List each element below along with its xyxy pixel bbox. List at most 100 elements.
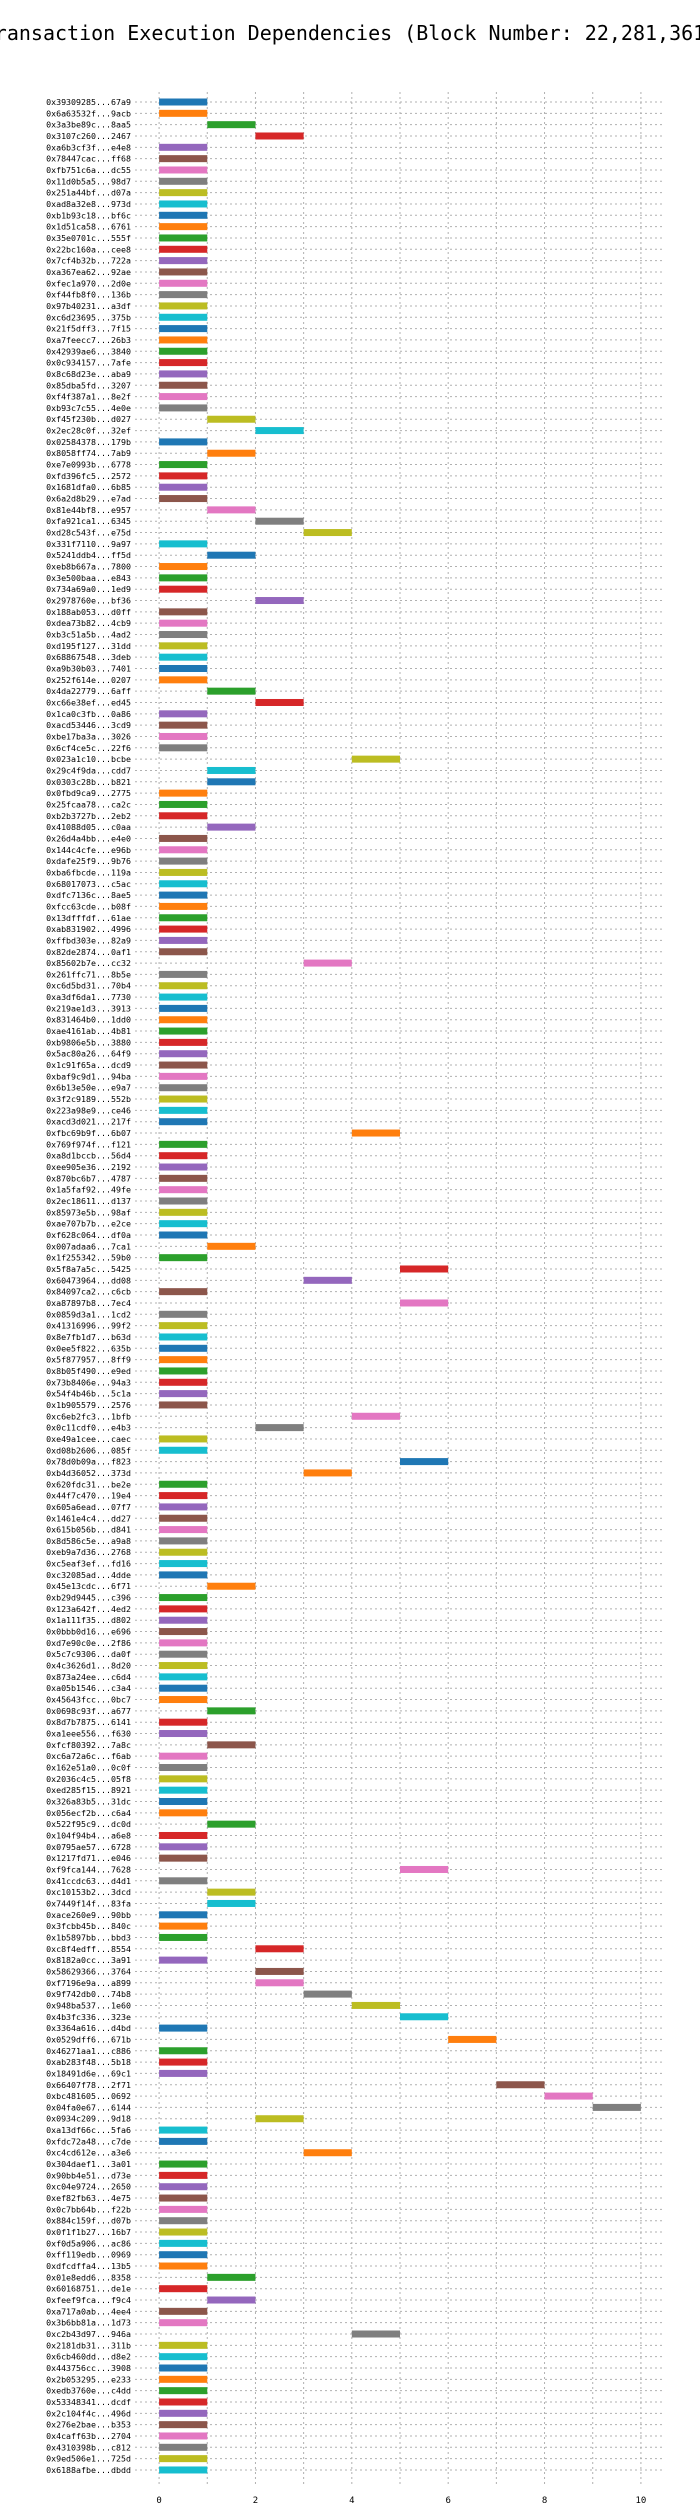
y-tick-label: 0x056ecf2b...c6a4: [46, 1808, 131, 1818]
bar-0x1681dfa0...6b85: [159, 483, 208, 491]
y-tick-label: 0x35e0701c...555f: [46, 233, 131, 243]
y-tick-label: 0x6cf4ce5c...22f6: [46, 743, 131, 753]
y-tick-label: 0x45e13cdc...6f71: [46, 1581, 131, 1591]
x-tick-label: 0: [156, 2496, 161, 2506]
bar-0xae707b7b...e2ce: [159, 1220, 208, 1228]
bar-0x1c91f65a...dcd9: [159, 1061, 208, 1069]
y-tick-label: 0x84097ca2...c6cb: [46, 1287, 131, 1297]
bar-0x8e7fb1d7...b63d: [159, 1333, 208, 1341]
y-tick-label: 0xc6a72a6c...f6ab: [46, 1751, 131, 1761]
bar-0xbaf9c9d1...94ba: [159, 1072, 208, 1080]
bar-0xf7196e9a...a899: [255, 1979, 304, 1987]
bar-0x4caff63b...2704: [159, 2432, 208, 2440]
y-tick-label: 0xfdc72a48...c7de: [46, 2136, 131, 2146]
y-tick-label: 0x7cf4b32b...722a: [46, 256, 131, 266]
y-tick-label: 0x0795ae57...6728: [46, 1842, 131, 1852]
y-tick-label: 0x0303c28b...b821: [46, 777, 131, 787]
y-tick-label: 0x68017073...c5ac: [46, 879, 131, 889]
y-tick-label: 0x219ae1d3...3913: [46, 1003, 131, 1013]
y-tick-label: 0x1ca0c3fb...0a86: [46, 709, 131, 719]
bar-0xfa921ca1...6345: [255, 517, 304, 525]
y-tick-label: 0x26d4a4bb...e4e0: [46, 833, 131, 843]
bar-0x41316996...99f2: [159, 1322, 208, 1330]
bar-0x5f877957...8ff9: [159, 1356, 208, 1364]
y-tick-label: 0x331f7110...9a97: [46, 539, 131, 549]
bar-0x884c159f...d07b: [159, 2217, 208, 2225]
bar-0xa367ea62...92ae: [159, 268, 208, 276]
bar-0xacd3d021...217f: [159, 1118, 208, 1126]
bar-0xb2b3727b...2eb2: [159, 812, 208, 820]
bar-0x219ae1d3...3913: [159, 1004, 208, 1012]
bar-0x0934c209...9d18: [255, 2115, 304, 2123]
bar-0xc32085ad...4dde: [159, 1571, 208, 1579]
bar-0x1f255342...59b0: [159, 1254, 208, 1262]
bar-0x44f7c470...19e4: [159, 1492, 208, 1500]
y-tick-label: 0x3107c260...2467: [46, 131, 131, 141]
y-tick-label: 0xa6b3cf3f...e4e8: [46, 142, 131, 152]
y-tick-label: 0x0ee5f822...635b: [46, 1343, 131, 1353]
y-tick-label: 0xbe17ba3a...3026: [46, 731, 131, 741]
bar-0x85602b7e...cc32: [303, 959, 352, 967]
y-tick-label: 0x45643fcc...0bc7: [46, 1695, 131, 1705]
bar-0x4b3fc336...323e: [400, 2013, 449, 2021]
y-tick-label: 0xae4161ab...4b81: [46, 1026, 131, 1036]
y-tick-label: 0xc10153b2...3dcd: [46, 1887, 131, 1897]
y-tick-label: 0x9ed506e1...725d: [46, 2454, 131, 2464]
y-tick-label: 0x8058ff74...7ab9: [46, 448, 131, 458]
bar-0x734a69a0...1ed9: [159, 585, 208, 593]
bar-0x3b6bb81a...1d73: [159, 2319, 208, 2327]
bar-0xad8a32e8...973d: [159, 200, 208, 208]
bar-0x5c7c9306...da0f: [159, 1650, 208, 1658]
bar-0x66407f78...2f71: [496, 2081, 545, 2089]
bar-0x35e0701c...555f: [159, 234, 208, 242]
y-tick-label: 0x97b40231...a3df: [46, 301, 131, 311]
y-tick-label: 0x85602b7e...cc32: [46, 958, 131, 968]
y-tick-label: 0xc4cd612e...a3e6: [46, 2148, 131, 2158]
y-tick-label: 0x2b053295...e233: [46, 2374, 131, 2384]
y-tick-label: 0x78d0b09a...f823: [46, 1457, 131, 1467]
y-tick-label: 0xad8a32e8...973d: [46, 199, 131, 209]
bar-0xa8d1bccb...56d4: [159, 1152, 208, 1160]
bar-0x1d51ca58...6761: [159, 223, 208, 231]
y-tick-label: 0x620fdc31...be2e: [46, 1479, 131, 1489]
y-tick-label: 0x46271aa1...c886: [46, 2046, 131, 2056]
bar-0x251a44bf...d07a: [159, 189, 208, 197]
bar-0xa13df66c...5fa6: [159, 2126, 208, 2134]
x-tick-label: 8: [542, 2496, 547, 2506]
bar-0x81e44bf8...e957: [207, 506, 256, 514]
bar-0x42939ae6...3840: [159, 347, 208, 355]
x-tick-label: 6: [445, 2496, 450, 2506]
y-tick-label: 0xa8d1bccb...56d4: [46, 1151, 131, 1161]
y-tick-label: 0x769f974f...f121: [46, 1139, 131, 1149]
y-tick-label: 0x5241ddb4...ff5d: [46, 550, 131, 560]
bar-0xb9806e5b...3880: [159, 1038, 208, 1046]
y-tick-label: 0x831464b0...1dd0: [46, 1015, 131, 1025]
y-tick-label: 0x104f94b4...a6e8: [46, 1830, 131, 1840]
bar-0xed285f15...8921: [159, 1786, 208, 1794]
y-tick-label: 0x04fa0e67...6144: [46, 2102, 131, 2112]
y-tick-label: 0xa367ea62...92ae: [46, 267, 131, 277]
y-tick-label: 0x1217fd71...e046: [46, 1853, 131, 1863]
bar-0xff119edb...0969: [159, 2251, 208, 2259]
bar-0x1a5faf92...49fe: [159, 1186, 208, 1194]
y-tick-label: 0x6a63532f...9acb: [46, 108, 131, 118]
y-tick-label: 0xfcc63cde...b08f: [46, 901, 131, 911]
y-tick-label: 0xc32085ad...4dde: [46, 1570, 131, 1580]
y-tick-label: 0x522f95c9...dc0d: [46, 1819, 131, 1829]
y-tick-label: 0x41ccdc63...d4d1: [46, 1876, 131, 1886]
y-tick-label: 0x60168751...de1e: [46, 2284, 131, 2294]
bar-0xfec1a970...2d0e: [159, 279, 208, 287]
bar-0xf44fb8f0...136b: [159, 291, 208, 299]
bar-0x9f742db0...74b8: [303, 1990, 352, 1998]
bar-0x18491d6e...69c1: [159, 2069, 208, 2077]
y-tick-label: 0xa87897b8...7ec4: [46, 1298, 131, 1308]
bar-0x615b056b...d841: [159, 1526, 208, 1534]
y-tick-label: 0xae707b7b...e2ce: [46, 1219, 131, 1229]
bar-0x3fcbb45b...840c: [159, 1922, 208, 1930]
y-tick-label: 0x276e2bae...b353: [46, 2420, 131, 2430]
y-tick-label: 0x39309285...67a9: [46, 97, 131, 107]
y-tick-label: 0xa1eee556...f630: [46, 1729, 131, 1739]
y-tick-label: 0x8b05f490...e9ed: [46, 1366, 131, 1376]
y-tick-label: 0x44f7c470...19e4: [46, 1491, 131, 1501]
bar-0xfcf80392...7a8c: [207, 1741, 256, 1749]
